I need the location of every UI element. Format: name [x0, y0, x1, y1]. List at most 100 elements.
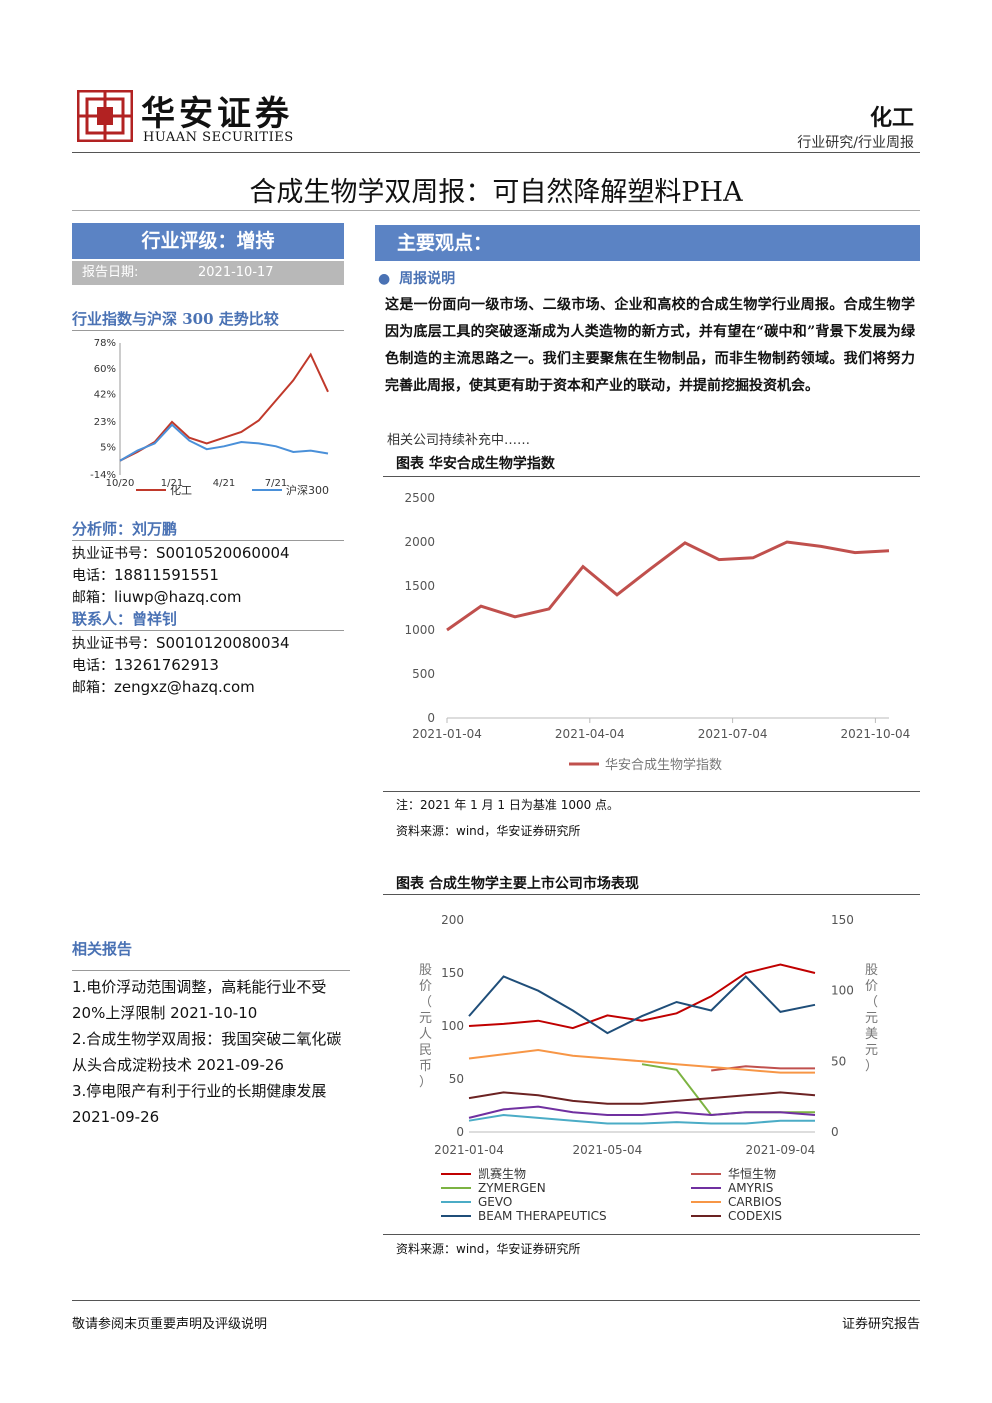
related-reports-list: 1.电价浮动范围调整，高耗能行业不受 20%上浮限制 2021-10-10 2.…	[72, 974, 352, 1130]
logo-english-name: HUAAN SECURITIES	[143, 130, 294, 145]
contact-email: 邮箱：zengxz@hazq.com	[72, 676, 255, 699]
y-tick-label: 42%	[94, 390, 116, 401]
figure2-bottom-divider	[383, 1234, 920, 1235]
figure2-source: 资料来源：wind，华安证券研究所	[396, 1242, 581, 1256]
industry-rating: 行业评级：增持	[72, 223, 344, 259]
figure2-caption: 图表 合成生物学主要上市公司市场表现	[396, 876, 639, 892]
index-comparison-chart: 78% 60% 42% 23% 5% -14%10/20 1/21 4/21 7/21 化工 沪深3…	[90, 338, 329, 497]
report-date: 2021-10-17	[198, 265, 274, 280]
analyst-phone-value: 18811591551	[114, 566, 219, 584]
x-tick-label: 4/21	[213, 478, 235, 489]
synbio-index-chart: 0 500 1000 1500 2000 2500 2021-01-04 2021-04-04…	[404, 491, 911, 773]
legend-label: GEVO	[478, 1195, 512, 1209]
y-tick-label: 2500	[404, 491, 435, 505]
series-line	[468, 1113, 815, 1125]
related-reports-title: 相关报告	[72, 940, 133, 958]
x-tick-label: 1/21	[161, 478, 183, 489]
legend-label: 华安合成生物学指数	[605, 757, 722, 773]
legend-label: ZYMERGEN	[478, 1181, 546, 1195]
y-left-tick-label: 150	[441, 966, 464, 980]
contact-cert: 执业证书号：S0010120080034	[72, 632, 290, 655]
series-line	[446, 540, 890, 632]
contact-email-label: 邮箱：	[72, 680, 114, 696]
x-tick-label: 2021-01-04	[434, 1143, 504, 1157]
analyst-email-label: 邮箱：	[72, 590, 114, 606]
y-left-tick-label: 50	[449, 1072, 464, 1086]
series-line	[468, 963, 816, 1030]
y-tick-label: 0	[427, 711, 435, 725]
x-tick-label: 2021-10-04	[841, 727, 911, 741]
rating-label: 行业评级：增持	[141, 230, 275, 252]
legend-label: 凯赛生物	[478, 1166, 526, 1181]
y-left-tick-label: 200	[441, 913, 464, 927]
contact-name: 联系人：曾祥钊	[72, 610, 178, 628]
y-tick-label: -14%	[90, 470, 116, 481]
related-report-item[interactable]: 2.合成生物学双周报：我国突破二氧化碳从头合成淀粉技术 2021-09-26	[72, 1030, 342, 1074]
comparison-title: 行业指数与沪深 300 走势比较	[72, 310, 279, 328]
y-right-tick-label: 150	[831, 913, 854, 927]
y-left-axis-label: 股价（元人民币）	[419, 963, 432, 1090]
contact-cert-label: 执业证书号：	[72, 636, 156, 652]
y-tick-label: 23%	[94, 417, 116, 428]
legend-label: 沪深300	[286, 483, 329, 497]
y-right-tick-label: 0	[831, 1125, 839, 1139]
figure2-caption-divider	[383, 894, 920, 895]
report-date-bar: 报告日期: 2021-10-17	[72, 261, 344, 285]
sector-label: 化工	[869, 105, 914, 131]
series-line	[468, 1105, 816, 1119]
series-line	[468, 975, 816, 1035]
listed-companies-chart: 0 50 100 150 200 0 50 100 150 2021-01-04 2021-05-0…	[419, 913, 878, 1223]
main-points-header: 主要观点：	[375, 225, 920, 261]
main-points-title: 主要观点：	[397, 232, 493, 254]
y-tick-label: 1500	[404, 579, 435, 593]
related-report-item[interactable]: 1.电价浮动范围调整，高耗能行业不受 20%上浮限制 2021-10-10	[72, 978, 327, 1022]
weekly-note-label: 周报说明	[399, 271, 456, 287]
report-date-label: 报告日期:	[82, 265, 139, 280]
y-tick-label: 1000	[404, 623, 435, 637]
analyst-phone: 电话：18811591551	[72, 564, 219, 587]
analyst-cert-label: 执业证书号：	[72, 546, 156, 562]
analyst-email: 邮箱：liuwp@hazq.com	[72, 586, 242, 609]
contact-cert-value: S0010120080034	[156, 634, 290, 652]
y-tick-label: 78%	[94, 338, 116, 349]
y-right-tick-label: 100	[831, 984, 854, 998]
analyst-divider	[72, 540, 344, 541]
y-tick-label: 5%	[100, 443, 116, 454]
x-tick-label: 2021-04-04	[555, 727, 625, 741]
footer-divider	[72, 1300, 920, 1301]
company-logo	[76, 89, 134, 143]
y-tick-label: 60%	[94, 364, 116, 375]
weekly-note-heading: ● 周报说明	[378, 268, 455, 288]
analyst-phone-label: 电话：	[72, 568, 114, 584]
legend-label: CODEXIS	[728, 1209, 782, 1223]
legend-label: 化工	[170, 483, 192, 497]
analyst-cert-value: S0010520060004	[156, 544, 290, 562]
analyst-email-value[interactable]: liuwp@hazq.com	[114, 588, 242, 606]
contact-divider	[72, 630, 344, 631]
related-report-item[interactable]: 3.停电限产有利于行业的长期健康发展 2021-09-26	[72, 1082, 327, 1126]
main-body-text: 这是一份面向一级市场、二级市场、企业和高校的合成生物学行业周报。合成生物学因为底…	[385, 297, 915, 394]
contact-email-value[interactable]: zengxz@hazq.com	[114, 678, 255, 696]
analyst-name: 分析师：刘万鹏	[72, 520, 178, 538]
y-right-axis-label: 股价（元美元）	[865, 963, 878, 1074]
y-right-tick-label: 50	[831, 1054, 846, 1068]
contact-phone-value: 13261762913	[114, 656, 219, 674]
x-tick-label: 2021-09-04	[746, 1143, 816, 1157]
related-divider	[72, 970, 350, 971]
x-tick-label: 2021-07-04	[698, 727, 768, 741]
y-left-tick-label: 0	[456, 1125, 464, 1139]
series-line	[468, 1091, 816, 1105]
figure1-bottom-divider	[383, 791, 920, 792]
legend-label: AMYRIS	[728, 1181, 773, 1195]
series-line	[468, 1048, 815, 1074]
y-tick-label: 2000	[404, 535, 435, 549]
figure1-caption: 图表 华安合成生物学指数	[396, 456, 555, 472]
y-tick-label: 500	[412, 667, 435, 681]
figure1-source: 资料来源：wind，华安证券研究所	[396, 824, 581, 838]
x-tick-label: 2021-01-04	[412, 727, 482, 741]
series-line	[119, 423, 329, 462]
x-tick-label: 7/21	[265, 478, 287, 489]
analyst-cert: 执业证书号：S0010520060004	[72, 542, 290, 565]
figure1-caption-divider	[383, 476, 920, 477]
legend-label: BEAM THERAPEUTICS	[478, 1209, 607, 1223]
